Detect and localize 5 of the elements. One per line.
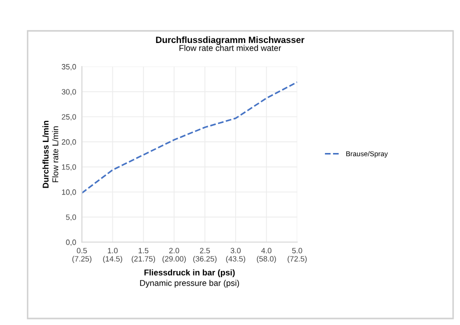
x-axis-title: Fliessdruck in bar (psi) Dynamic pressure bar (psi) bbox=[140, 269, 240, 288]
line-series bbox=[82, 81, 298, 194]
chart-title: Durchflussdiagramm Mischwasser bbox=[156, 36, 304, 45]
y-axis-title: Durchfluss L/min Flow rate L/min bbox=[42, 120, 58, 188]
chart-subtitle: Flow rate chart mixed water bbox=[180, 44, 282, 51]
